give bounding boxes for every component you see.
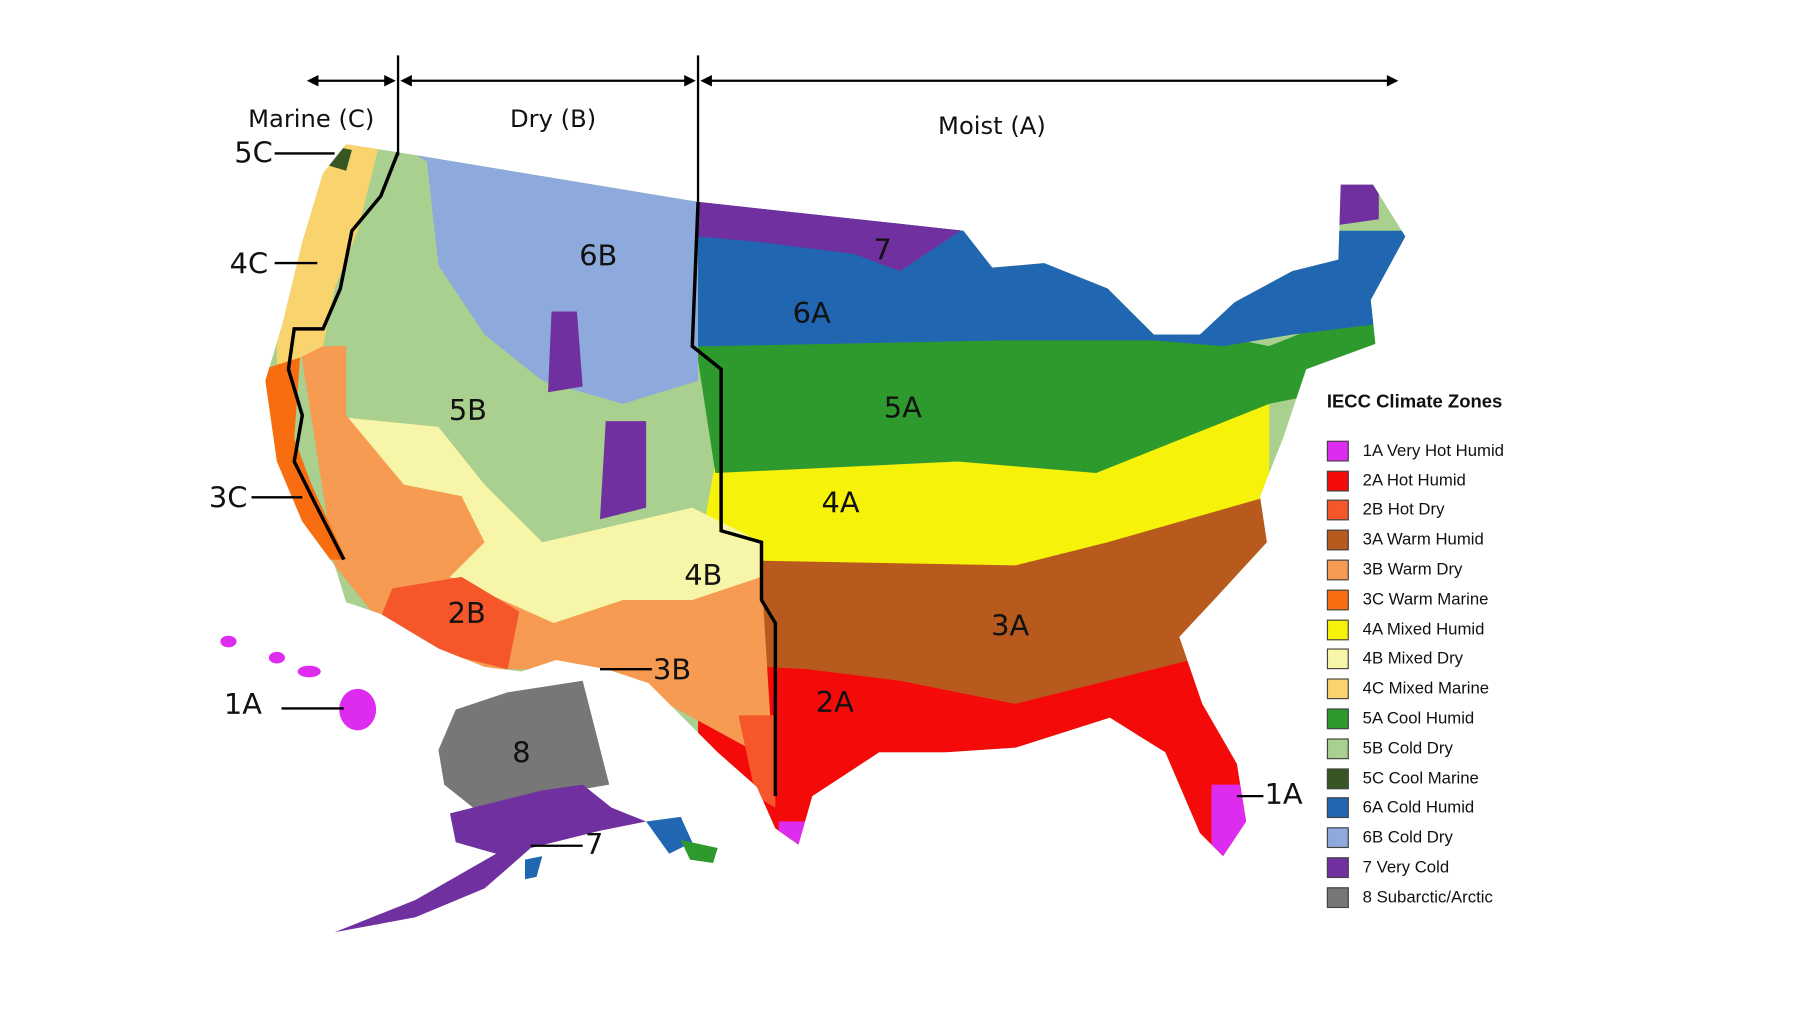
legend-swatch (1326, 529, 1349, 551)
legend-swatch (1326, 797, 1349, 819)
legend-label: 5C Cool Marine (1362, 769, 1479, 788)
legend-swatch (1326, 857, 1349, 879)
legend-label: 2B Hot Dry (1362, 501, 1445, 520)
legend-title: IECC Climate Zones (1326, 392, 1503, 412)
legend-label: 7 Very Cold (1362, 858, 1450, 877)
zone-label-6a: 6A (792, 296, 831, 330)
legend-item: 6B Cold Dry (1326, 823, 1504, 853)
zone-label-1a-florida: 1A (1264, 777, 1303, 812)
zone-label-7: 7 (873, 233, 892, 267)
legend-item: 2B Hot Dry (1326, 496, 1504, 526)
zone-label-2b: 2B (447, 596, 486, 630)
header-moist: Moist (A) (938, 111, 1046, 140)
legend-item: 3B Warm Dry (1326, 555, 1504, 585)
legend-swatch (1326, 827, 1349, 849)
legend-label: 6B Cold Dry (1362, 828, 1453, 848)
zone-label-3a: 3A (991, 609, 1030, 643)
zone-label-1a-hawaii: 1A (223, 687, 262, 722)
zone-label-4a: 4A (821, 485, 860, 520)
zone-label-2a: 2A (815, 685, 854, 719)
legend-swatch (1326, 768, 1349, 789)
legend-item: 3A Warm Humid (1326, 525, 1504, 555)
legend-label: 3C Warm Marine (1362, 590, 1489, 610)
zone-label-3c: 3C (208, 481, 248, 515)
zone-label-6b: 6B (579, 238, 618, 273)
moist-boundary (690, 201, 778, 797)
zone-label-7-alaska: 7 (584, 827, 604, 861)
legend-item: 4C Mixed Marine (1326, 674, 1504, 704)
legend-label: 2A Hot Humid (1362, 471, 1466, 491)
legend-swatch (1326, 708, 1349, 730)
zone-label-4c: 4C (229, 246, 269, 281)
legend-label: 4A Mixed Humid (1362, 620, 1485, 639)
zone-group-arrows (251, 55, 1399, 847)
legend-label: 5B Cold Dry (1362, 739, 1453, 758)
legend-label: 4B Mixed Dry (1362, 650, 1464, 669)
legend-swatch (1326, 678, 1349, 700)
legend-item: 4B Mixed Dry (1326, 644, 1504, 674)
zone-label-5a: 5A (883, 391, 922, 425)
legend-swatch (1326, 648, 1349, 670)
legend-swatch (1326, 619, 1349, 640)
zone-label-4b: 4B (684, 558, 723, 592)
legend-item: 3C Warm Marine (1326, 585, 1504, 615)
legend-item: 4A Mixed Humid (1326, 615, 1504, 645)
legend-item: 6A Cold Humid (1326, 793, 1504, 823)
legend-swatch (1326, 500, 1349, 521)
legend-label: 6A Cold Humid (1362, 798, 1475, 818)
legend-item: 1A Very Hot Humid (1326, 436, 1504, 466)
legend-label: 3B Warm Dry (1362, 560, 1463, 580)
legend-item: 5A Cool Humid (1326, 704, 1504, 734)
legend-item: 5B Cold Dry (1326, 734, 1504, 764)
legend-item: 8 Subarctic/Arctic (1326, 883, 1504, 913)
zone-label-3b: 3B (653, 653, 692, 687)
legend-item: 2A Hot Humid (1326, 466, 1504, 496)
legend-label: 8 Subarctic/Arctic (1362, 888, 1493, 907)
legend-label: 4C Mixed Marine (1362, 679, 1490, 699)
legend-swatch (1326, 440, 1349, 462)
alaska (334, 680, 718, 933)
header-dry: Dry (B) (509, 104, 597, 133)
legend-swatch (1326, 738, 1349, 760)
legend-swatch (1326, 470, 1349, 492)
zone-label-8: 8 (512, 736, 531, 770)
legend-swatch (1326, 589, 1349, 611)
header-marine: Marine (C) (248, 104, 375, 133)
legend-item: 7 Very Cold (1326, 853, 1504, 883)
marine-boundary (286, 151, 400, 561)
legend: IECC Climate Zones 1A Very Hot Humid 2A H… (1326, 392, 1504, 913)
legend-label: 3A Warm Humid (1362, 531, 1484, 550)
hawaii (220, 635, 377, 731)
legend-label: 5A Cool Humid (1362, 709, 1475, 729)
legend-swatch (1326, 887, 1349, 908)
zone-label-5b: 5B (448, 393, 487, 427)
zone-label-5c: 5C (234, 136, 273, 170)
legend-swatch (1326, 559, 1349, 581)
legend-label: 1A Very Hot Humid (1362, 441, 1504, 461)
legend-item: 5C Cool Marine (1326, 764, 1504, 794)
